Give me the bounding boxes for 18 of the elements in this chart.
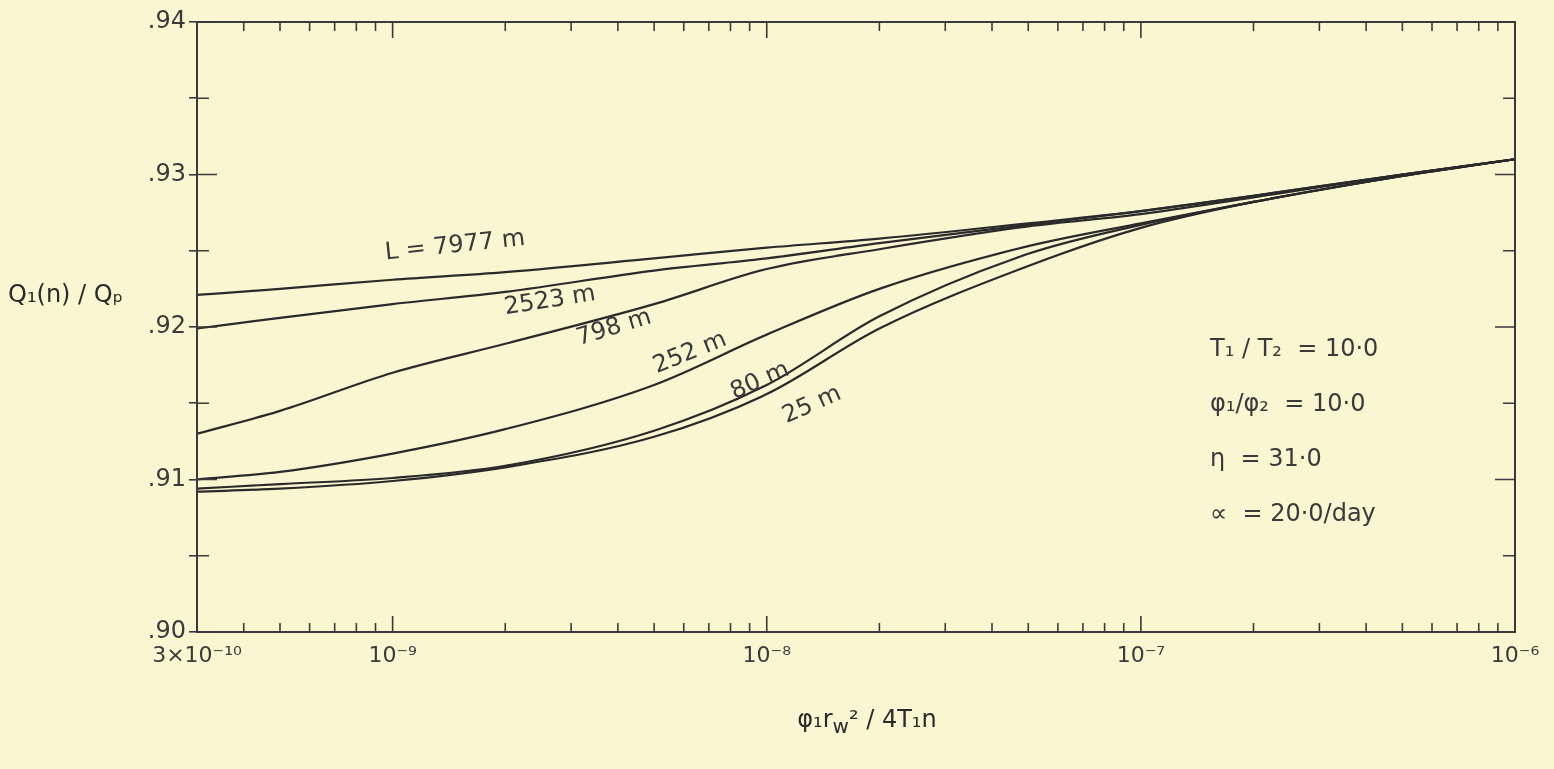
annotation: ∝ = 20·0/day — [1210, 499, 1376, 528]
annotation: φ₁/φ₂ = 10·0 — [1210, 389, 1366, 418]
x-tick-label: 10⁻⁹ — [368, 641, 417, 667]
x-tick-label: 10⁻⁶ — [1490, 641, 1540, 667]
y-axis-title: Q₁(n) / Qₚ — [8, 280, 123, 308]
x-axis-title: φ₁r$_{w}$² / 4T₁n — [796, 705, 938, 738]
y-tick-label: .94 — [147, 6, 186, 35]
y-tick-label: .92 — [147, 311, 186, 340]
y-tick-label: .93 — [147, 158, 186, 187]
x-tick-label: 10⁻⁸ — [742, 641, 792, 667]
annotation: 252 m — [648, 323, 731, 379]
x-tick-label: 10⁻⁷ — [1116, 641, 1166, 667]
y-tick-label: .91 — [147, 463, 186, 492]
annotation: T₁ / T₂ = 10·0 — [1209, 334, 1379, 363]
annotation: 25 m — [777, 378, 846, 429]
annotation: 2523 m — [502, 278, 598, 321]
annotation: L = 7977 m — [383, 222, 527, 266]
annotation: η = 31·0 — [1210, 444, 1322, 473]
